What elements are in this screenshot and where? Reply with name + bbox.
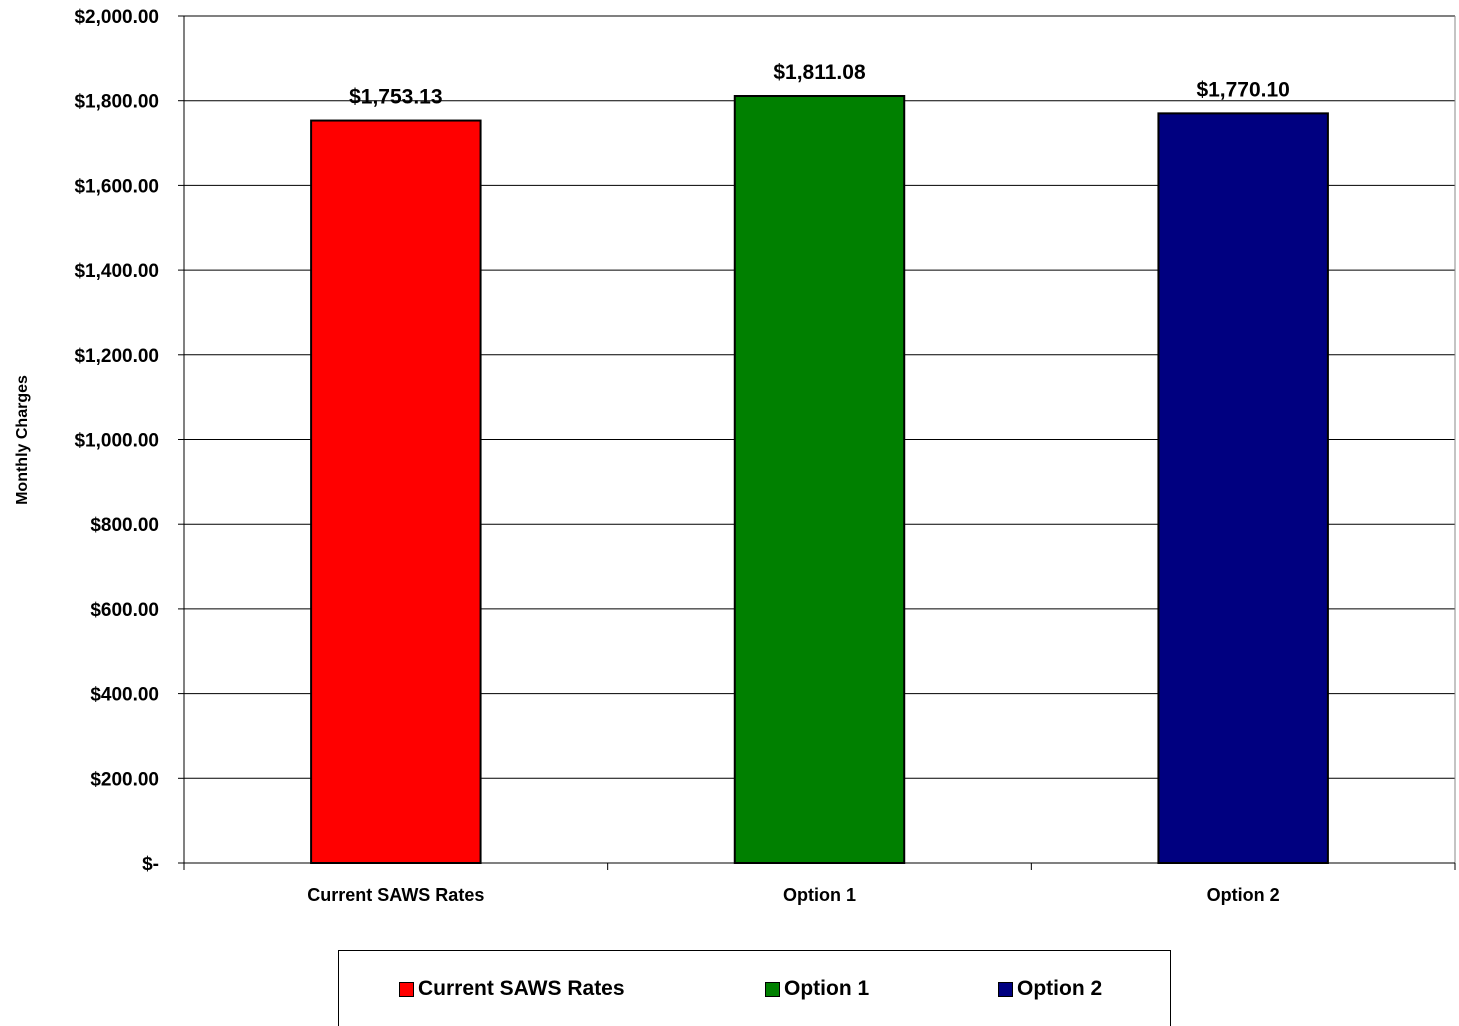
legend: Current SAWS Rates Option 1 Option 2 <box>338 950 1171 1026</box>
axes <box>178 15 1456 870</box>
category-label-option-1: Option 1 <box>783 885 856 905</box>
y-tick-labels: $- $200.00 $400.00 $600.00 $800.00 $1,000.00 $… <box>74 7 159 875</box>
category-label-current-saws-rates: Current SAWS Rates <box>307 885 484 905</box>
legend-label: Option 1 <box>784 977 870 1000</box>
legend-item-option-2: Option 2 <box>998 977 1102 1001</box>
legend-item-current-saws-rates: Current SAWS Rates <box>399 977 625 1001</box>
y-tick-label: $800.00 <box>90 515 159 536</box>
category-labels: Current SAWS Rates Option 1 Option 2 <box>307 885 1279 905</box>
y-tick-label: $1,800.00 <box>74 92 159 113</box>
bars <box>310 95 1329 865</box>
category-label-option-2: Option 2 <box>1207 885 1280 905</box>
bar-current-saws-rates <box>310 119 482 865</box>
legend-swatch-option-1 <box>765 981 780 997</box>
legend-item-option-1: Option 1 <box>765 977 869 1001</box>
y-tick-label: $1,600.00 <box>74 176 159 197</box>
legend-swatch-option-2 <box>998 981 1013 997</box>
data-label-option-2: $1,770.10 <box>1196 78 1289 101</box>
legend-label: Current SAWS Rates <box>418 977 625 1000</box>
y-tick-label: $200.00 <box>90 769 159 790</box>
bar-option-1 <box>733 95 906 864</box>
y-tick-label: $1,400.00 <box>74 261 159 282</box>
y-tick-label: $1,000.00 <box>74 431 159 452</box>
y-tick-label: $1,200.00 <box>74 346 159 367</box>
data-label-current-saws-rates: $1,753.13 <box>349 86 442 109</box>
y-axis-title: Monthly Charges <box>14 375 31 505</box>
bar-option-2 <box>1157 112 1329 864</box>
legend-label: Option 2 <box>1017 977 1103 1000</box>
data-labels: $1,753.13 $1,811.08 $1,770.10 <box>349 61 1290 109</box>
y-tick-label: $400.00 <box>90 685 159 706</box>
y-tick-label: $- <box>142 854 159 875</box>
y-tick-label: $2,000.00 <box>74 7 159 28</box>
y-tick-label: $600.00 <box>90 600 159 621</box>
legend-swatch-current-saws-rates <box>399 981 414 997</box>
data-label-option-1: $1,811.08 <box>773 61 866 84</box>
